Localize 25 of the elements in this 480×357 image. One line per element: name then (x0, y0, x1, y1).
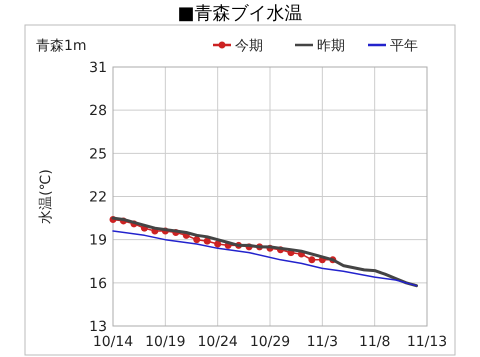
x-tick-label: 11/8 (358, 334, 390, 350)
y-tick-label: 16 (89, 276, 108, 292)
point (204, 238, 211, 245)
y-tick-label: 31 (89, 60, 107, 76)
legend-label: 今期 (235, 38, 263, 54)
y-tick-label: 22 (89, 190, 107, 206)
y-axis-title: 水温(℃) (38, 169, 54, 224)
point (193, 236, 200, 244)
y-tick-label: 28 (89, 103, 107, 120)
chart-title: ■青森ブイ水温 (177, 3, 303, 24)
x-tick-label: 10/19 (145, 334, 186, 350)
legend-label: 昨期 (317, 38, 345, 54)
legend-label: 平年 (390, 38, 418, 54)
y-tick-label: 13 (89, 319, 107, 335)
x-tick-label: 10/29 (250, 334, 290, 350)
x-tick-label: 10/14 (92, 334, 134, 350)
chart-subtitle: 青森1m (36, 38, 87, 54)
y-tick-label: 25 (89, 146, 107, 162)
x-tick-label: 11/3 (306, 334, 338, 350)
line-series (112, 230, 418, 286)
x-tick-label: 10/24 (197, 334, 238, 350)
x-tick-label: 11/13 (406, 334, 448, 350)
y-tick-label: 19 (89, 232, 107, 249)
point (308, 256, 316, 264)
point (214, 240, 222, 248)
